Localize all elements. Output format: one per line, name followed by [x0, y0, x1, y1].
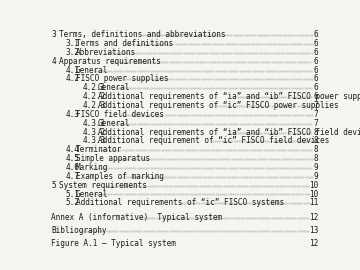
Text: 4.3.3: 4.3.3	[82, 136, 105, 146]
Text: 10: 10	[309, 190, 318, 199]
Text: 6: 6	[313, 57, 318, 66]
Text: 3.2: 3.2	[65, 48, 79, 57]
Text: 5: 5	[51, 181, 56, 190]
Text: 6: 6	[313, 66, 318, 75]
Text: 4.3.1: 4.3.1	[82, 119, 105, 128]
Text: 4.7: 4.7	[65, 172, 79, 181]
Text: 6: 6	[313, 83, 318, 92]
Text: 9: 9	[313, 172, 318, 181]
Text: 12: 12	[309, 239, 318, 248]
Text: Simple apparatus: Simple apparatus	[76, 154, 150, 163]
Text: 6: 6	[313, 75, 318, 83]
Text: 9: 9	[313, 163, 318, 172]
Text: 8: 8	[313, 128, 318, 137]
Text: Additional requirements of “ic” FISCO systems: Additional requirements of “ic” FISCO sy…	[76, 198, 284, 207]
Text: Additional requirements of “ia” and “ib” FISCO field devices: Additional requirements of “ia” and “ib”…	[98, 128, 360, 137]
Text: Apparatus requirements: Apparatus requirements	[59, 57, 161, 66]
Text: 7: 7	[313, 119, 318, 128]
Text: 4.5: 4.5	[65, 154, 79, 163]
Text: General: General	[76, 66, 108, 75]
Text: System requirements: System requirements	[59, 181, 147, 190]
Text: Terms, definitions and abbreviations: Terms, definitions and abbreviations	[59, 30, 225, 39]
Text: 10: 10	[309, 181, 318, 190]
Text: 8: 8	[313, 136, 318, 146]
Text: 3.1: 3.1	[65, 39, 79, 48]
Text: 4.6: 4.6	[65, 163, 79, 172]
Text: Marking: Marking	[76, 163, 108, 172]
Text: 7: 7	[313, 101, 318, 110]
Text: 4.1: 4.1	[65, 66, 79, 75]
Text: 4.3: 4.3	[65, 110, 79, 119]
Text: 4.2: 4.2	[65, 75, 79, 83]
Text: FISCO field devices: FISCO field devices	[76, 110, 164, 119]
Text: General: General	[98, 83, 130, 92]
Text: 8: 8	[313, 145, 318, 154]
Text: Terms and definitions: Terms and definitions	[76, 39, 173, 48]
Text: 6: 6	[313, 39, 318, 48]
Text: 4: 4	[51, 57, 56, 66]
Text: 6: 6	[313, 30, 318, 39]
Text: 4.2.2: 4.2.2	[82, 92, 105, 101]
Text: General: General	[76, 190, 108, 199]
Text: Abbreviations: Abbreviations	[76, 48, 136, 57]
Text: 13: 13	[309, 226, 318, 235]
Text: 6: 6	[313, 92, 318, 101]
Text: Annex A (informative)  Typical system: Annex A (informative) Typical system	[51, 214, 222, 222]
Text: 3: 3	[51, 30, 56, 39]
Text: 6: 6	[313, 48, 318, 57]
Text: General: General	[98, 119, 130, 128]
Text: Terminator: Terminator	[76, 145, 122, 154]
Text: 4.2.3: 4.2.3	[82, 101, 105, 110]
Text: Additional requirements of “ia” and “ib” FISCO power supplies: Additional requirements of “ia” and “ib”…	[98, 92, 360, 101]
Text: Figure A.1 – Typical system: Figure A.1 – Typical system	[51, 239, 176, 248]
Text: 7: 7	[313, 110, 318, 119]
Text: Examples of marking: Examples of marking	[76, 172, 164, 181]
Text: Additional requirements of “ic” FISCO power supplies: Additional requirements of “ic” FISCO po…	[98, 101, 338, 110]
Text: 4.4: 4.4	[65, 145, 79, 154]
Text: 5.2: 5.2	[65, 198, 79, 207]
Text: 4.2.1: 4.2.1	[82, 83, 105, 92]
Text: 12: 12	[309, 214, 318, 222]
Text: Additional requirement of “ic” FISCO field devices: Additional requirement of “ic” FISCO fie…	[98, 136, 329, 146]
Text: FISCO power supplies: FISCO power supplies	[76, 75, 168, 83]
Text: Bibliography: Bibliography	[51, 226, 107, 235]
Text: 11: 11	[309, 198, 318, 207]
Text: 8: 8	[313, 154, 318, 163]
Text: 5.1: 5.1	[65, 190, 79, 199]
Text: 4.3.2: 4.3.2	[82, 128, 105, 137]
